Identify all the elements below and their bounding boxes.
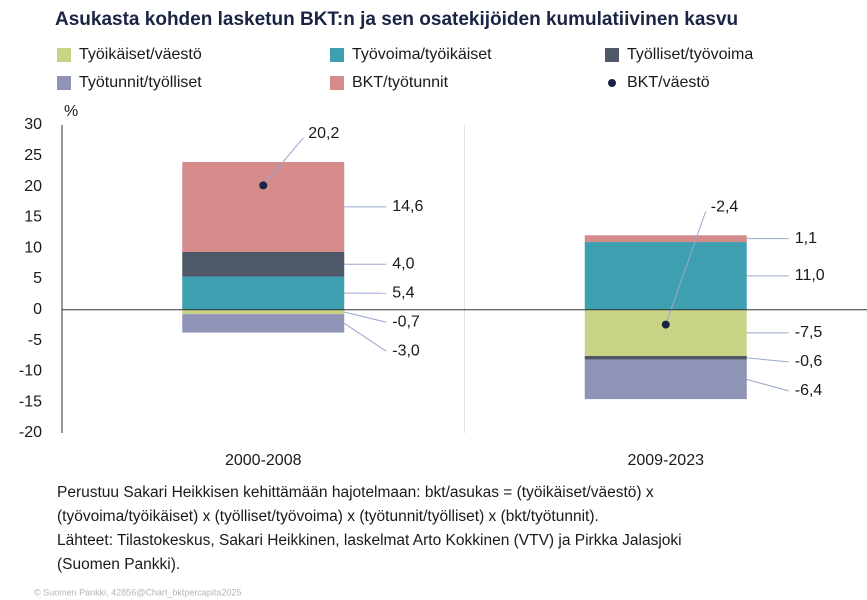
bar-segment <box>584 309 747 356</box>
y-axis-label: % <box>64 103 78 120</box>
legend-label: Työlliset/työvoima <box>627 46 753 63</box>
footnote: (työvoima/työikäiset) x (työlliset/työvo… <box>57 508 599 525</box>
data-label: -2,4 <box>711 198 739 215</box>
legend-label: Työvoima/työikäiset <box>352 46 492 63</box>
legend-marker <box>330 48 344 62</box>
leader-line <box>262 137 304 186</box>
data-label: 11,0 <box>795 267 825 284</box>
y-tick-label: 30 <box>24 116 42 133</box>
bar-segment <box>182 161 345 252</box>
leader-line <box>343 322 387 352</box>
leader-line <box>746 378 789 392</box>
bar-segment <box>182 276 345 310</box>
data-label: 5,4 <box>392 284 414 301</box>
leader-line <box>665 211 707 325</box>
bar-segment <box>584 359 747 400</box>
y-tick-label: -15 <box>19 393 42 410</box>
bar-segment <box>584 242 747 310</box>
source: © Suomen Pankki, 42856@Chart_bktpercapit… <box>34 587 241 597</box>
legend-marker <box>57 76 71 90</box>
y-tick-label: 10 <box>24 239 42 256</box>
legend-label: Työtunnit/työlliset <box>79 74 202 91</box>
data-label: -0,7 <box>392 313 420 330</box>
y-tick-label: 20 <box>24 178 42 195</box>
data-label: -7,5 <box>795 324 823 341</box>
footnote: Lähteet: Tilastokeskus, Sakari Heikkinen… <box>57 532 682 549</box>
footnote: Perustuu Sakari Heikkisen kehittämään ha… <box>57 484 654 501</box>
data-label: 1,1 <box>795 230 817 247</box>
legend-marker <box>57 48 71 62</box>
y-tick-label: -10 <box>19 363 42 380</box>
legend-marker <box>608 79 616 87</box>
legend-marker <box>330 76 344 90</box>
legend-label: BKT/väestö <box>627 74 710 91</box>
data-label: -3,0 <box>392 342 420 359</box>
data-label: 14,6 <box>392 198 423 215</box>
bar-segment <box>182 251 345 277</box>
legend-label: Työikäiset/väestö <box>79 46 202 63</box>
dot <box>661 320 670 329</box>
chart-title: Asukasta kohden lasketun BKT:n ja sen os… <box>55 9 738 30</box>
dot <box>259 181 268 190</box>
data-label: -0,6 <box>795 353 823 370</box>
footnote: (Suomen Pankki). <box>57 556 180 573</box>
legend-label: BKT/työtunnit <box>352 74 449 91</box>
bar-segment <box>182 309 345 315</box>
bar-segment <box>584 235 747 243</box>
legend-marker <box>605 48 619 62</box>
x-tick-label: 2000-2008 <box>225 452 302 469</box>
data-label: 20,2 <box>308 125 339 142</box>
y-tick-label: 25 <box>24 147 42 164</box>
data-label: -6,4 <box>795 382 823 399</box>
x-tick-label: 2009-2023 <box>627 452 704 469</box>
y-tick-label: 0 <box>33 301 42 318</box>
bar-segment <box>182 314 345 333</box>
y-tick-label: 15 <box>24 209 42 226</box>
leader-line <box>344 311 387 323</box>
leader-line <box>746 357 789 363</box>
y-tick-label: -20 <box>19 424 42 441</box>
y-tick-label: -5 <box>28 332 42 349</box>
y-tick-label: 5 <box>33 270 42 287</box>
data-label: 4,0 <box>392 255 414 272</box>
bar-segment <box>584 356 747 360</box>
